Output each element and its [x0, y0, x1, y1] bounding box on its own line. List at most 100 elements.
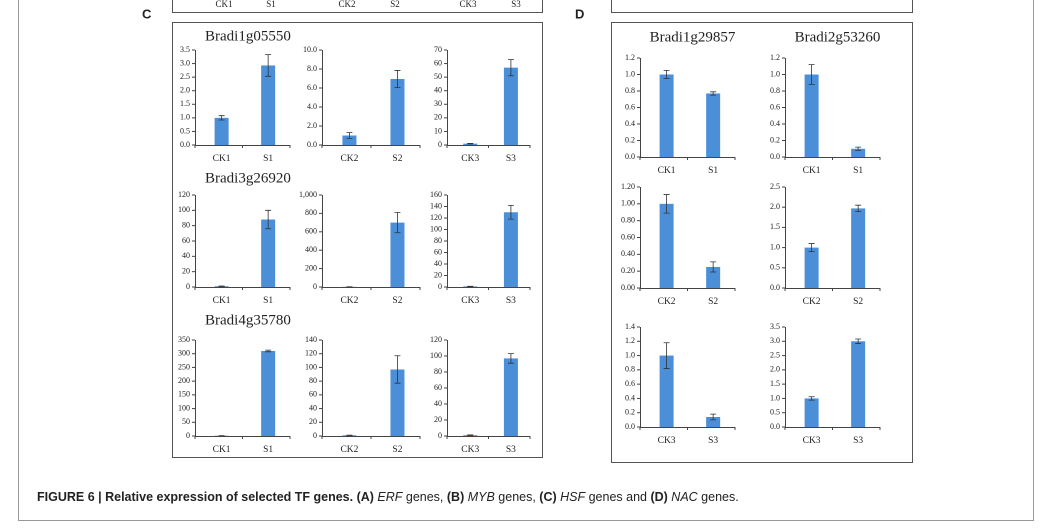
bar: [503, 212, 518, 287]
error-bar: [346, 132, 353, 139]
y-tick-label: 1.2: [625, 336, 635, 345]
error-bar: [507, 59, 514, 77]
y-tick-label: 2.0: [307, 121, 317, 130]
y-tick-label: 140: [430, 201, 442, 210]
error-bar: [467, 142, 474, 145]
y-tick-label: 160: [430, 190, 442, 199]
y-tick-label: 3.0: [180, 58, 190, 67]
error-bar: [507, 204, 514, 220]
y-tick-label: 8.0: [307, 64, 317, 73]
x-tick-label: S3: [506, 296, 516, 306]
x-tick-label: CK3: [461, 296, 479, 306]
y-tick-label: 100: [178, 205, 190, 214]
x-tick-label: CK3: [803, 436, 821, 446]
top-strip-label: CK2: [338, 0, 355, 9]
bar: [390, 222, 405, 287]
panel-label: D: [575, 6, 584, 21]
y-tick-label: 60: [434, 383, 442, 392]
y-tick-label: 120: [178, 190, 190, 199]
y-tick-label: 1.5: [770, 222, 780, 231]
caption-part: genes.: [698, 490, 739, 504]
y-tick-label: 0.8: [625, 86, 635, 95]
bar: [851, 341, 866, 427]
y-tick-label: 400: [305, 245, 317, 254]
y-tick-label: 1.00: [621, 199, 635, 208]
bar: [463, 143, 478, 145]
y-tick-label: 200: [305, 263, 317, 272]
y-tick-label: 2.0: [180, 86, 190, 95]
y-tick-label: 2.5: [770, 182, 780, 191]
y-tick-label: 100: [178, 403, 190, 412]
x-tick-label: CK1: [213, 154, 231, 164]
y-tick-label: 1.2: [625, 53, 635, 62]
error-bar: [265, 209, 272, 230]
panel-label: C: [142, 6, 152, 21]
caption-part: genes,: [402, 490, 446, 504]
y-tick-label: 0.5: [180, 126, 190, 135]
y-tick-label: 1.2: [770, 53, 780, 62]
x-tick-label: S2: [708, 297, 718, 307]
x-tick-label: S2: [853, 297, 863, 307]
y-tick-label: 20: [434, 113, 442, 122]
error-bar: [855, 204, 862, 213]
top-strip-label: S1: [266, 0, 276, 9]
y-tick-label: 40: [434, 259, 442, 268]
x-tick-label: S3: [506, 154, 516, 164]
error-bar: [808, 396, 815, 401]
x-tick-label: S1: [263, 445, 273, 455]
y-tick-label: 250: [178, 362, 190, 371]
y-tick-label: 10.0: [303, 45, 317, 54]
y-tick-label: 60: [434, 58, 442, 67]
error-bar: [265, 54, 272, 77]
x-tick-label: S2: [392, 154, 402, 164]
caption: FIGURE 6 | Relative expression of select…: [37, 490, 739, 504]
y-tick-label: 0.20: [621, 266, 635, 275]
x-tick-label: CK1: [213, 445, 231, 455]
y-tick-label: 0: [313, 431, 317, 440]
bar: [706, 93, 721, 157]
bar: [706, 417, 721, 427]
y-tick-label: 0.0: [770, 283, 780, 292]
caption-part: ERF: [377, 490, 403, 504]
y-tick-label: 0: [438, 431, 442, 440]
y-tick-label: 1.5: [180, 99, 190, 108]
y-tick-label: 20: [434, 415, 442, 424]
x-tick-label: S3: [506, 445, 516, 455]
caption-part: genes and: [585, 490, 650, 504]
y-tick-label: 20: [434, 270, 442, 279]
y-tick-label: 0.2: [770, 135, 780, 144]
y-tick-label: 50: [434, 72, 442, 81]
y-tick-label: 0: [313, 282, 317, 291]
bar: [342, 135, 357, 145]
error-bar: [710, 413, 717, 421]
caption-part: MYB: [468, 490, 495, 504]
y-tick-label: 1.0: [625, 69, 635, 78]
error-bar: [663, 342, 670, 369]
y-tick-label: 800: [305, 208, 317, 217]
y-tick-label: 600: [305, 227, 317, 236]
y-tick-label: 0.00: [621, 283, 635, 292]
x-tick-label: CK3: [461, 154, 479, 164]
x-tick-label: S3: [708, 436, 718, 446]
bar: [503, 358, 518, 436]
y-tick-label: 1.0: [770, 393, 780, 402]
y-tick-label: 1.0: [625, 350, 635, 359]
x-tick-label: S3: [853, 436, 863, 446]
caption-part: FIGURE 6 | Relative expression of select…: [37, 490, 377, 504]
y-tick-label: 10: [434, 126, 442, 135]
y-tick-label: 1.0: [180, 113, 190, 122]
bar: [390, 369, 405, 436]
gene-title: Bradi1g29857: [650, 29, 736, 45]
x-tick-label: CK2: [340, 445, 358, 455]
x-tick-label: S1: [853, 166, 863, 176]
y-tick-label: 30: [434, 99, 442, 108]
x-tick-label: CK2: [340, 296, 358, 306]
y-tick-label: 0.80: [621, 215, 635, 224]
error-bar: [663, 69, 670, 80]
gene-title: Bradi1g05550: [205, 28, 291, 44]
bar: [261, 219, 276, 287]
y-tick-label: 3.5: [770, 322, 780, 331]
y-tick-label: 0.6: [770, 102, 780, 111]
x-tick-label: S2: [392, 296, 402, 306]
